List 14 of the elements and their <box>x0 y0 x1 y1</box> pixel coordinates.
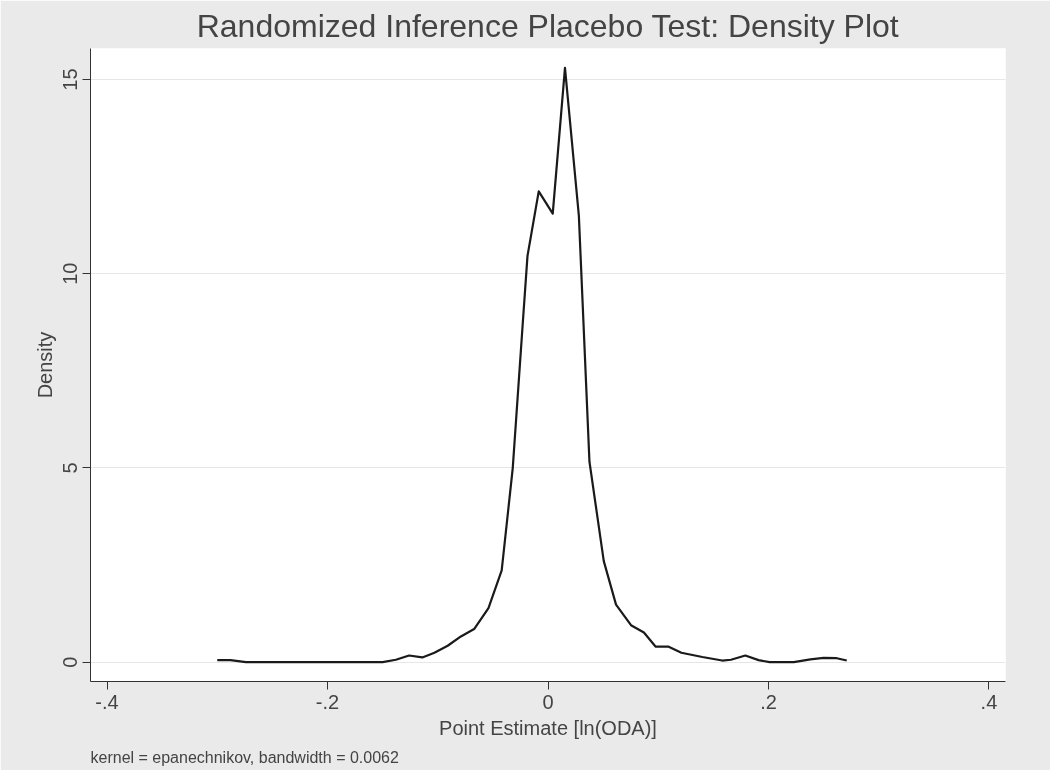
y-tick-label: 15 <box>59 68 82 91</box>
x-tick-label: .2 <box>760 690 777 713</box>
x-tick-label: -.4 <box>95 690 119 713</box>
x-tick-label: .4 <box>980 690 998 713</box>
x-tick-label: 0 <box>542 690 554 713</box>
y-tick-label: 5 <box>59 462 82 474</box>
chart-title: Randomized Inference Placebo Test: Density Plot <box>196 7 899 44</box>
x-axis-title: Point Estimate [ln(ODA)] <box>439 716 657 739</box>
y-tick-label: 0 <box>59 656 82 668</box>
y-tick-label: 10 <box>59 262 82 285</box>
text: kernel = epanechnikov, bandwidth = 0.0062 <box>90 748 399 766</box>
x-tick-label: -.2 <box>315 690 340 713</box>
y-axis-title: Density <box>33 331 56 399</box>
line-series <box>216 66 848 664</box>
